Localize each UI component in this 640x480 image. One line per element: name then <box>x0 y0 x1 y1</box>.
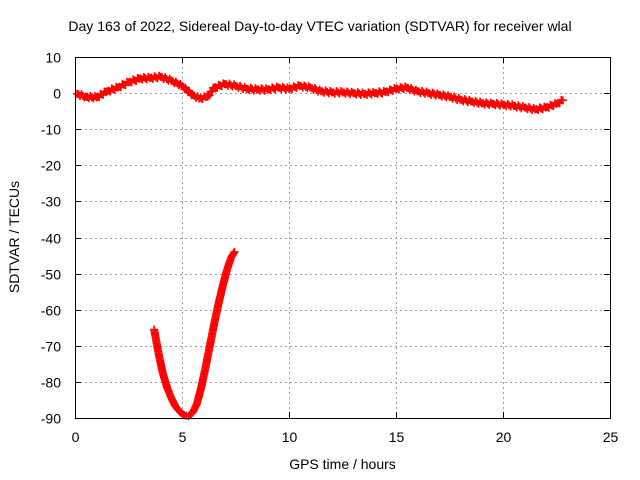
y-tick-label: -60 <box>41 303 61 319</box>
y-tick-label: -40 <box>41 231 61 247</box>
y-axis-label: SDTVAR / TECUs <box>6 180 22 294</box>
x-tick-label: 25 <box>603 429 619 445</box>
y-tick-label: -90 <box>41 411 61 427</box>
series-dip-arc <box>150 247 239 421</box>
data-marker <box>208 87 217 96</box>
plot-frame <box>75 57 611 419</box>
y-tick-label: -20 <box>41 158 61 174</box>
y-tick-label: 0 <box>53 86 61 102</box>
x-tick-label: 20 <box>496 429 512 445</box>
y-tick-label: -30 <box>41 194 61 210</box>
x-tick-label: 15 <box>389 429 405 445</box>
x-tick-label: 10 <box>282 429 298 445</box>
x-axis-label: GPS time / hours <box>289 456 396 472</box>
data-marker <box>178 410 187 419</box>
grid-lines <box>75 57 610 418</box>
series-main-track <box>73 71 567 115</box>
data-marker <box>229 249 238 258</box>
y-tick-label: -10 <box>41 122 61 138</box>
y-tick-label: -70 <box>41 339 61 355</box>
y-tick-label: -50 <box>41 267 61 283</box>
axis-ticks: -90 -80 -70 -60 -50 -40 -30 -20 -10 0 10 0 5 10 15 20 25 <box>41 50 619 446</box>
y-tick-label: -80 <box>41 375 61 391</box>
data-point <box>230 247 239 256</box>
data-point <box>203 92 212 101</box>
data-marks <box>73 71 567 421</box>
x-tick-label: 5 <box>179 429 187 445</box>
y-tick-label: 10 <box>45 50 61 66</box>
x-tick-label: 0 <box>72 429 80 445</box>
data-point <box>558 96 567 105</box>
chart-title: Day 163 of 2022, Sidereal Day-to-day VTE… <box>68 18 572 34</box>
